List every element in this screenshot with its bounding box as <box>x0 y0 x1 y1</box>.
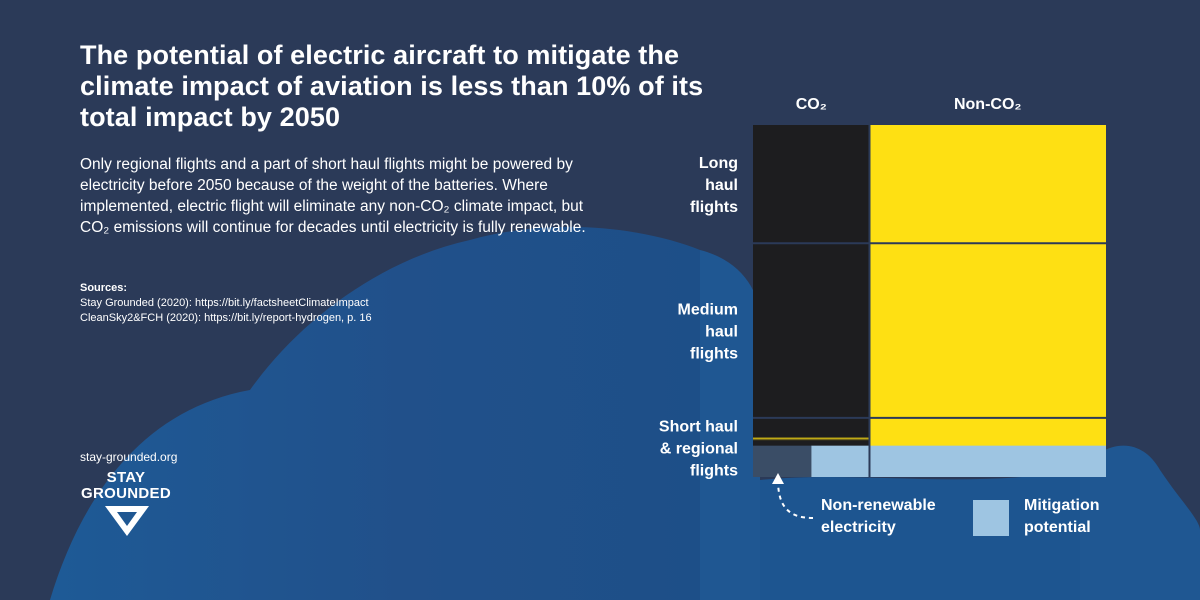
arrow-line <box>777 479 814 519</box>
fade-band <box>753 437 1106 450</box>
logo-word-grounded: GROUNDED <box>81 485 171 502</box>
column-label: Non-CO₂ <box>954 96 1022 113</box>
row-label: flights <box>690 346 738 363</box>
row-label: flights <box>690 199 738 216</box>
legend-non-renewable-label: electricity <box>821 519 896 536</box>
row-label: haul <box>705 177 738 194</box>
legend-non-renewable-label: Non-renewable <box>821 497 936 514</box>
logo-word-stay: STAY <box>106 469 146 486</box>
non-co2-block <box>869 125 1106 244</box>
mitigation-block-co2 <box>811 445 870 477</box>
emissions-mosaic-chart: CO₂ Non-CO₂ Long haul flights Medium haul fligh… <box>659 96 1106 536</box>
logo-chevron-icon <box>105 506 149 536</box>
page-title: The potential of electric aircraft to mi… <box>80 40 704 132</box>
non-co2-block <box>869 243 1106 418</box>
legend-swatch-mitigation <box>973 500 1009 536</box>
arrow-head <box>772 473 784 484</box>
co2-block <box>753 125 870 244</box>
co2-block <box>753 243 870 418</box>
non-renewable-block <box>753 445 812 477</box>
source-item: Stay Grounded (2020): https://bit.ly/fac… <box>80 297 369 309</box>
legend-mitigation-label: Mitigation <box>1024 497 1100 514</box>
column-label: CO₂ <box>796 96 827 113</box>
mitigation-block-non-co2 <box>869 445 1106 477</box>
row-label: flights <box>690 462 738 479</box>
legend-mitigation-label: potential <box>1024 519 1091 536</box>
sources-heading: Sources: <box>80 282 128 294</box>
row-label: Long <box>699 155 738 172</box>
row-label: Medium <box>678 302 738 319</box>
row-label: Short haul <box>659 418 738 435</box>
sources: Sources: Stay Grounded (2020): https://b… <box>80 281 372 326</box>
website-link[interactable]: stay-grounded.org <box>80 450 178 464</box>
row-label: & regional <box>660 440 738 457</box>
source-item: CleanSky2&FCH (2020): https://bit.ly/rep… <box>80 312 372 324</box>
stay-grounded-logo: STAY GROUNDED <box>78 470 178 538</box>
row-label: haul <box>705 324 738 341</box>
description: Only regional flights and a part of shor… <box>80 156 586 236</box>
